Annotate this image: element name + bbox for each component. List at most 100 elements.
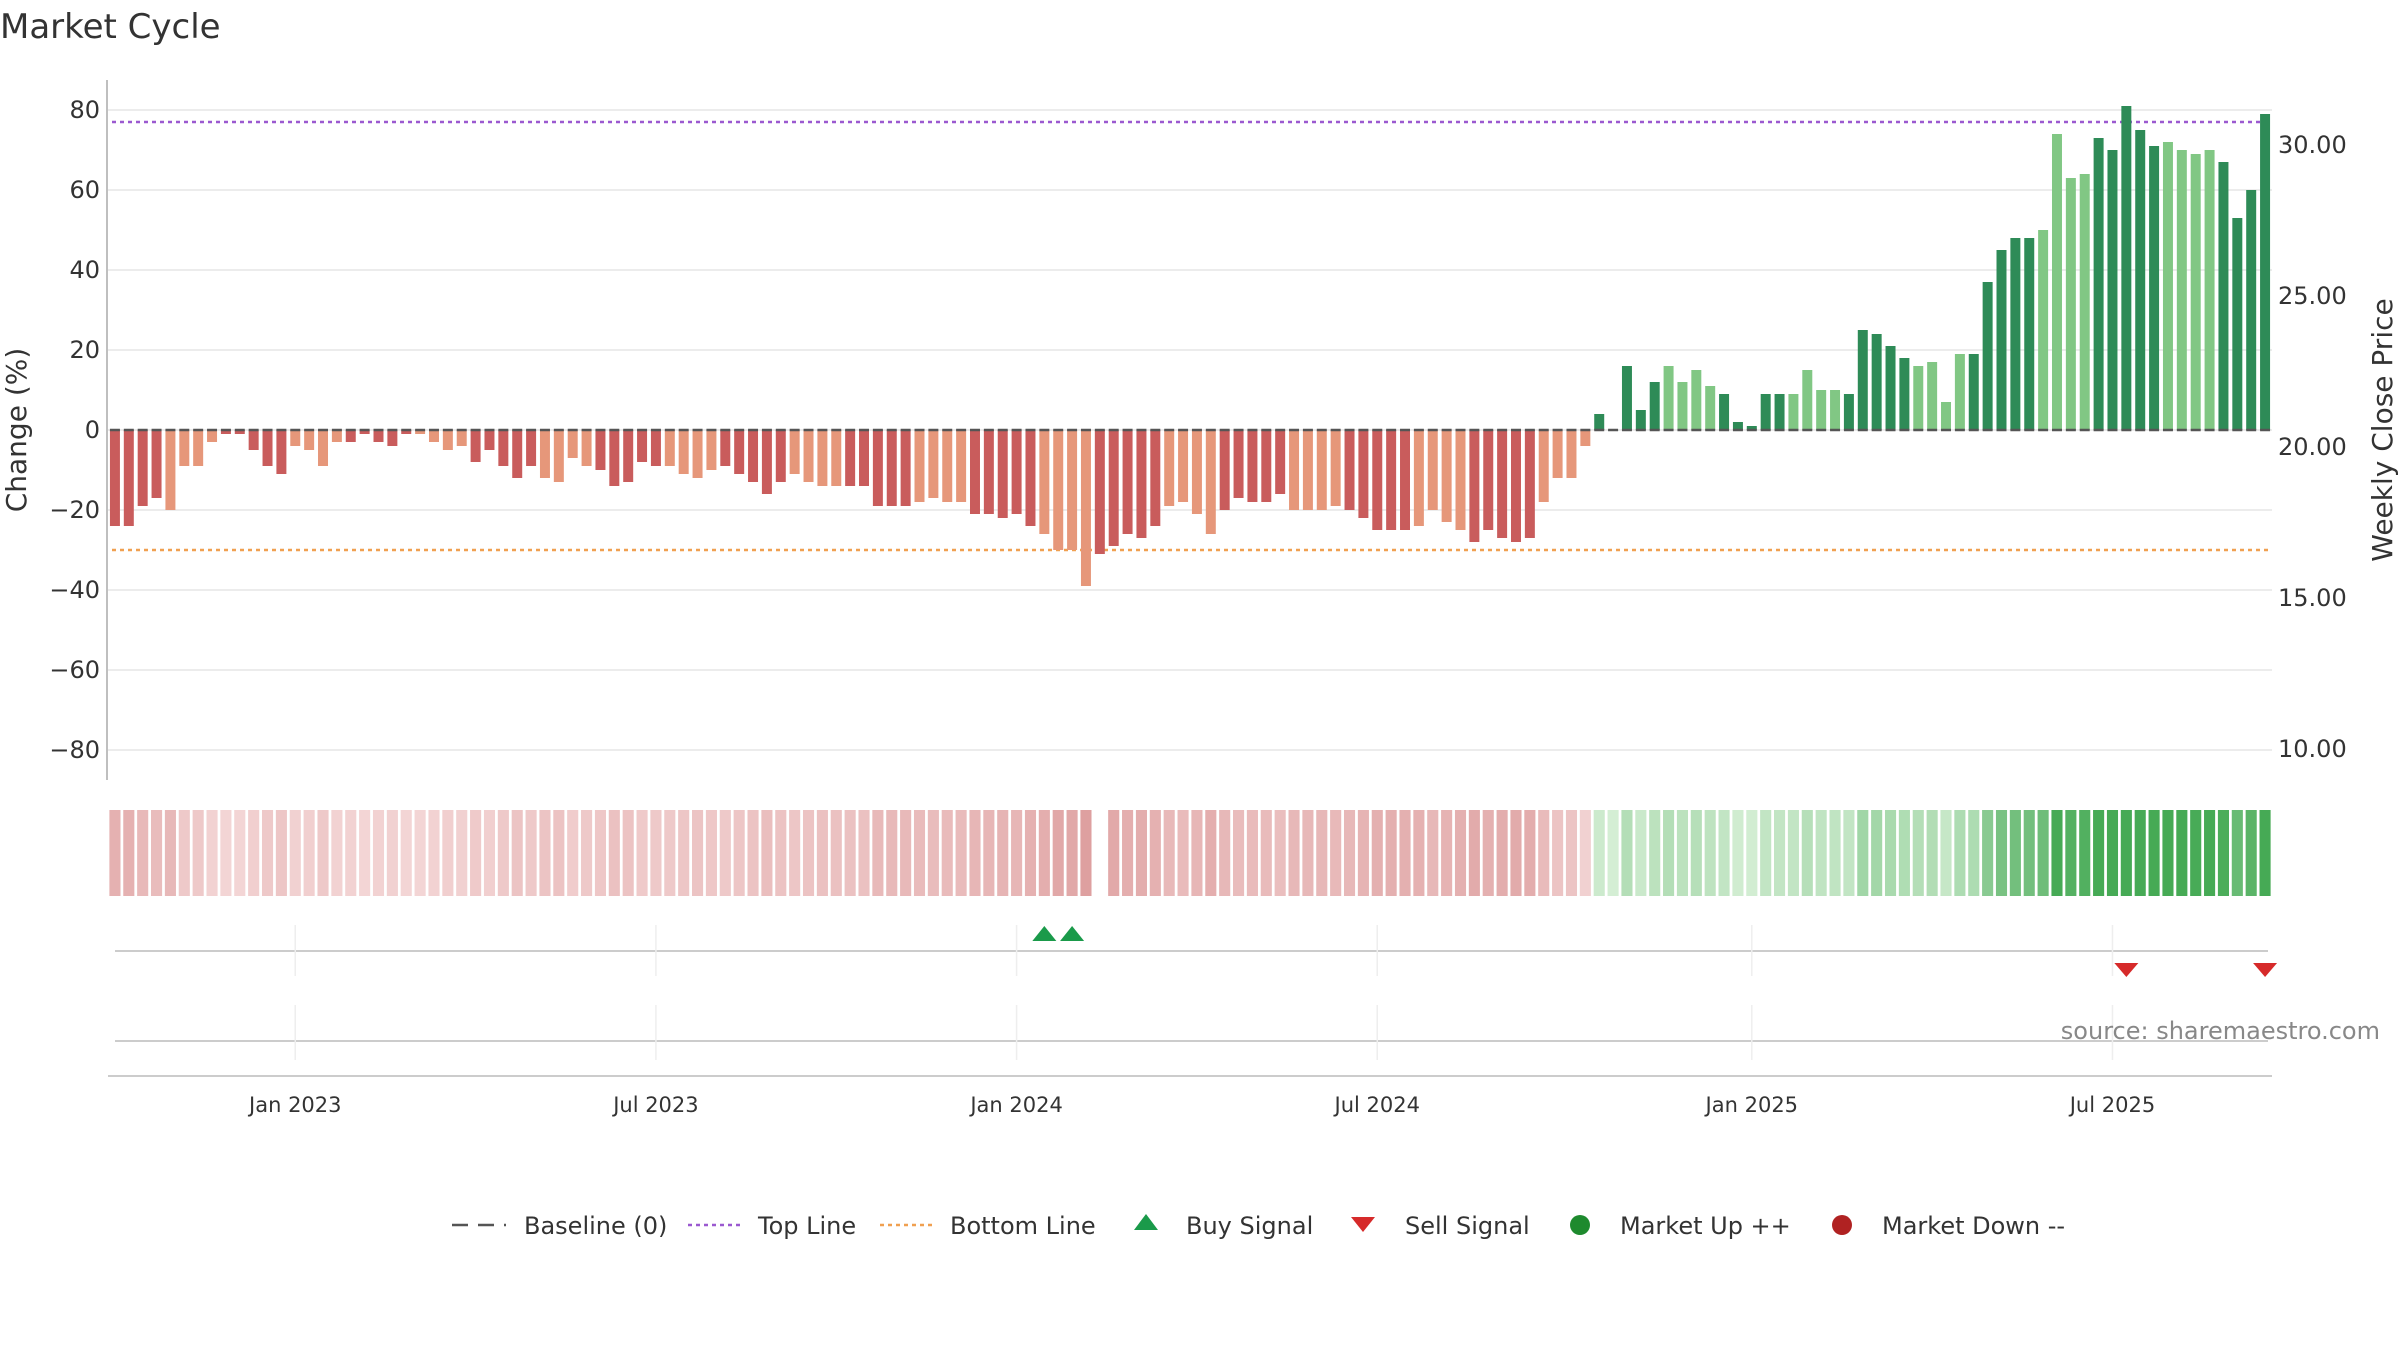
bar [1386, 430, 1397, 530]
heat-cell [1593, 810, 1605, 896]
heat-cell [372, 810, 385, 896]
bar [1483, 430, 1494, 530]
bar [1635, 410, 1646, 430]
heat-cell [1011, 810, 1023, 896]
bar [442, 430, 453, 450]
heat-cell [1524, 810, 1536, 896]
right-axis-title: Weekly Close Price [2366, 298, 2399, 561]
bar [1788, 394, 1799, 430]
bar [1275, 430, 1286, 494]
bar [623, 430, 634, 482]
bar [1580, 430, 1591, 446]
bar [470, 430, 481, 462]
bar [1178, 430, 1189, 502]
bar [1816, 390, 1827, 430]
bar [1094, 430, 1105, 554]
x-tick-label: Jul 2024 [1333, 1093, 1420, 1117]
left-tick-label: −20 [49, 496, 100, 524]
heat-cell [1163, 810, 1175, 896]
heat-cell [1676, 810, 1688, 896]
heat-cell [1857, 810, 1869, 896]
heat-cell [2190, 810, 2202, 896]
bar [1080, 430, 1091, 586]
heat-cell [1690, 810, 1702, 896]
sell-signal-marker [2253, 963, 2278, 977]
bar [1885, 346, 1896, 430]
heat-cell [1995, 810, 2008, 896]
heat-cell [567, 810, 579, 896]
bar [553, 430, 564, 482]
heat-cell [1219, 810, 1231, 896]
heat-cell [2259, 810, 2271, 896]
bar [1053, 430, 1064, 550]
bar [997, 430, 1008, 518]
heat-cell [830, 810, 842, 896]
bar [1732, 422, 1743, 430]
bar [1524, 430, 1535, 538]
bar [1746, 426, 1757, 430]
bar [1219, 430, 1230, 510]
heat-cell [1316, 810, 1328, 896]
heat-cell [2134, 810, 2146, 896]
bar [2190, 154, 2201, 430]
bar [1261, 430, 1272, 502]
heat-cell [1649, 810, 1661, 896]
bar [1372, 430, 1383, 530]
bar [1857, 330, 1868, 430]
heat-cell [858, 810, 870, 896]
bar [1594, 414, 1605, 430]
heat-cell [664, 810, 676, 896]
bar [1982, 282, 1993, 430]
heat-cell [789, 810, 801, 896]
bar [1164, 430, 1175, 506]
bar [1538, 430, 1549, 502]
bar [331, 430, 342, 442]
bar [1136, 430, 1147, 538]
bar [734, 430, 745, 474]
bar [234, 430, 245, 434]
heat-cell [261, 810, 274, 896]
bar [914, 430, 925, 502]
bar [900, 430, 911, 506]
heat-cell [539, 810, 551, 896]
bar [1316, 430, 1327, 510]
legend-label-up: Market Up ++ [1620, 1212, 1791, 1240]
heat-cell [1066, 810, 1078, 896]
left-tick-label: 40 [69, 256, 100, 284]
heat-cell [844, 810, 856, 896]
bar [720, 430, 731, 466]
x-axis-ticks: Jan 2023 Jul 2023 Jan 2024 Jul 2024 Jan 2025… [247, 1093, 2155, 1117]
heat-cell [248, 810, 260, 896]
right-tick-label: 10.00 [2278, 735, 2347, 763]
heat-cell [428, 810, 440, 896]
heat-cell [678, 810, 690, 896]
bar [1302, 430, 1313, 510]
bar [207, 430, 218, 442]
heat-cell [2245, 810, 2257, 896]
heat-cell [1635, 810, 1647, 896]
heat-cell [525, 810, 537, 896]
bar [1497, 430, 1508, 538]
heat-cell [1038, 810, 1050, 896]
sell-signal-marker [2114, 963, 2139, 977]
bar [2218, 162, 2229, 430]
bar [1011, 430, 1022, 514]
heat-cell [303, 810, 315, 896]
bar [1677, 382, 1688, 430]
bar [1719, 394, 1730, 430]
heat-cell [1843, 810, 1855, 896]
heat-cell [1926, 810, 1938, 896]
heat-cell [1621, 810, 1633, 896]
heat-cell [1246, 810, 1258, 896]
bar [664, 430, 675, 466]
bar [1899, 358, 1910, 430]
right-tick-label: 30.00 [2278, 131, 2347, 159]
bar [1469, 430, 1480, 542]
bar [1968, 354, 1979, 430]
bar [1552, 430, 1563, 478]
legend-market-down-swatch [1832, 1215, 1852, 1235]
bar [428, 430, 439, 442]
heat-cell [1177, 810, 1189, 896]
bar [678, 430, 689, 474]
heat-cell [2106, 810, 2119, 896]
